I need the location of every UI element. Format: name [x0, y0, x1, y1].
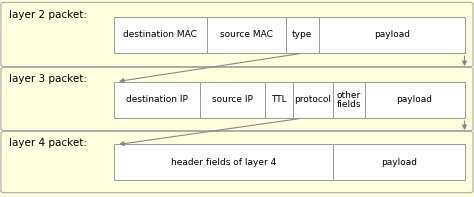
Text: layer 3 packet:: layer 3 packet:	[9, 74, 88, 84]
Text: type: type	[292, 31, 312, 39]
Bar	[114, 144, 333, 180]
Text: other
fields: other fields	[337, 91, 361, 109]
Bar	[365, 82, 465, 118]
Text: layer 4 packet:: layer 4 packet:	[9, 138, 88, 148]
Bar	[200, 82, 264, 118]
Bar	[333, 82, 365, 118]
Bar	[286, 17, 319, 53]
FancyBboxPatch shape	[1, 67, 473, 131]
Text: payload: payload	[374, 31, 410, 39]
Text: payload: payload	[397, 96, 433, 104]
Bar	[114, 17, 207, 53]
Bar	[264, 82, 292, 118]
Text: destination IP: destination IP	[126, 96, 188, 104]
Bar	[114, 82, 200, 118]
Text: protocol: protocol	[294, 96, 331, 104]
Text: payload: payload	[381, 158, 417, 166]
Text: source IP: source IP	[212, 96, 253, 104]
Bar	[319, 17, 465, 53]
Text: layer 2 packet:: layer 2 packet:	[9, 10, 88, 20]
Text: header fields of layer 4: header fields of layer 4	[171, 158, 276, 166]
Text: TTL: TTL	[271, 96, 286, 104]
Bar	[333, 144, 465, 180]
FancyBboxPatch shape	[1, 131, 473, 193]
Text: destination MAC: destination MAC	[123, 31, 197, 39]
Text: source MAC: source MAC	[220, 31, 273, 39]
Bar	[207, 17, 286, 53]
Bar	[292, 82, 333, 118]
FancyBboxPatch shape	[1, 2, 473, 67]
